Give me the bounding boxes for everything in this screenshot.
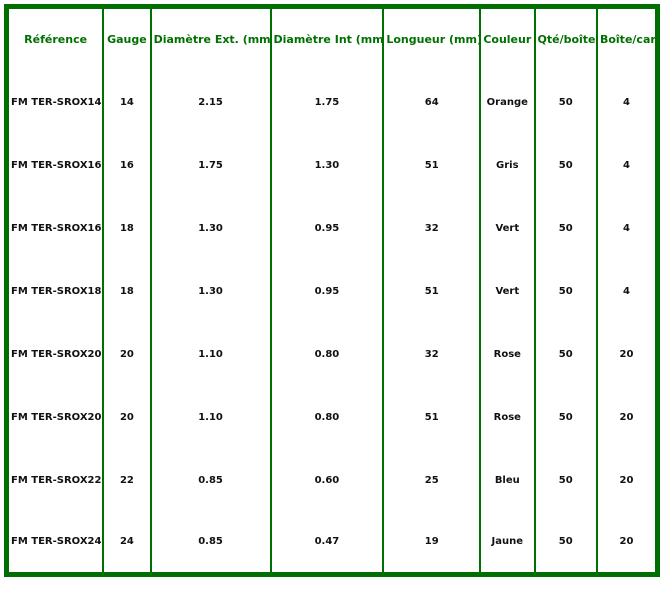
table-cell: Jaune xyxy=(479,511,535,575)
table-cell: 1.10 xyxy=(149,385,271,449)
table-cell: 51 xyxy=(382,259,481,323)
table-cell: 0.47 xyxy=(269,511,384,575)
table-cell: 0.95 xyxy=(269,259,384,323)
table-cell: 50 xyxy=(533,196,597,260)
table-cell: Orange xyxy=(479,70,535,134)
table-cell: 50 xyxy=(533,70,597,134)
table-cell: 4 xyxy=(595,259,658,323)
table-cell: 2.15 xyxy=(149,70,271,134)
table-cell: 50 xyxy=(533,259,597,323)
table-cell: Rose xyxy=(479,322,535,386)
table-cell: 51 xyxy=(382,133,481,197)
table-cell: 20 xyxy=(595,448,658,512)
table-cell: 64 xyxy=(382,70,481,134)
table-cell: FM TER-SROX1464 xyxy=(11,96,103,108)
table-cell: 0.85 xyxy=(149,448,271,512)
table-cell: 0.60 xyxy=(269,448,384,512)
table-cell: 18 xyxy=(102,259,151,323)
table-cell: Gris xyxy=(479,133,535,197)
table-cell: 20 xyxy=(595,322,658,386)
table-cell: 50 xyxy=(533,322,597,386)
table-cell: 50 xyxy=(533,133,597,197)
header-row: Référence Gauge Diamètre Ext. (mm) Diamètre… xyxy=(7,6,658,71)
table-cell: 51 xyxy=(382,385,481,449)
table-cell: 20 xyxy=(102,322,151,386)
table-cell: 0.80 xyxy=(269,385,384,449)
table-cell: 4 xyxy=(595,133,658,197)
header-cell: Longueur (mm) xyxy=(382,6,481,71)
header-cell: Diamètre Int (mm) xyxy=(269,6,384,71)
header-cell: Couleur xyxy=(479,6,535,71)
table-cell: FM TER-SROX1632 xyxy=(11,222,103,234)
table-cell: FM TER-SROX1851 xyxy=(11,285,103,297)
table-cell: 0.85 xyxy=(149,511,271,575)
header-cell: Diamètre Ext. (mm) xyxy=(149,6,271,71)
table-cell: 16 xyxy=(102,133,151,197)
spec-table-container: Référence Gauge Diamètre Ext. (mm) Diamètre… xyxy=(4,4,660,577)
table-cell: 1.30 xyxy=(149,196,271,260)
table-cell: 4 xyxy=(595,70,658,134)
table-cell: 4 xyxy=(595,196,658,260)
table-cell: 20 xyxy=(102,385,151,449)
table-cell: 22 xyxy=(102,448,151,512)
header-cell: Boîte/cart xyxy=(595,6,658,71)
table-cell: 32 xyxy=(382,322,481,386)
table-cell: Rose xyxy=(479,385,535,449)
table-cell: 25 xyxy=(382,448,481,512)
table-cell: 18 xyxy=(102,196,151,260)
table-cell: 14 xyxy=(102,70,151,134)
header-cell: Référence xyxy=(24,33,88,47)
table-cell: 1.30 xyxy=(149,259,271,323)
table-cell: 0.95 xyxy=(269,196,384,260)
table-cell: 20 xyxy=(595,385,658,449)
table-cell: 1.75 xyxy=(149,133,271,197)
table-cell: 19 xyxy=(382,511,481,575)
table-cell: Bleu xyxy=(479,448,535,512)
header-cell: Qté/boîte xyxy=(533,6,597,71)
table-cell: 0.80 xyxy=(269,322,384,386)
table-cell: 24 xyxy=(102,511,151,575)
table-cell: 1.10 xyxy=(149,322,271,386)
table-cell: 20 xyxy=(595,511,658,575)
table-cell: 1.75 xyxy=(269,70,384,134)
table-cell: 50 xyxy=(533,448,597,512)
product-spec-table: Référence Gauge Diamètre Ext. (mm) Diamètre… xyxy=(4,4,660,577)
table-cell: Vert xyxy=(479,259,535,323)
table-cell: 50 xyxy=(533,511,597,575)
table-cell: 50 xyxy=(533,385,597,449)
table-cell: Vert xyxy=(479,196,535,260)
table-cell: FM TER-SROX2225 xyxy=(11,474,103,486)
header-cell: Gauge xyxy=(102,6,151,71)
table-cell: FM TER-SROX2032 xyxy=(11,348,103,360)
table-cell: 32 xyxy=(382,196,481,260)
table-cell: FM TER-SROX1651 xyxy=(11,159,103,171)
table-cell: 1.30 xyxy=(269,133,384,197)
table-cell: FM TER-SROX2419 xyxy=(11,536,103,548)
table-cell: FM TER-SROX2051 xyxy=(11,411,103,423)
